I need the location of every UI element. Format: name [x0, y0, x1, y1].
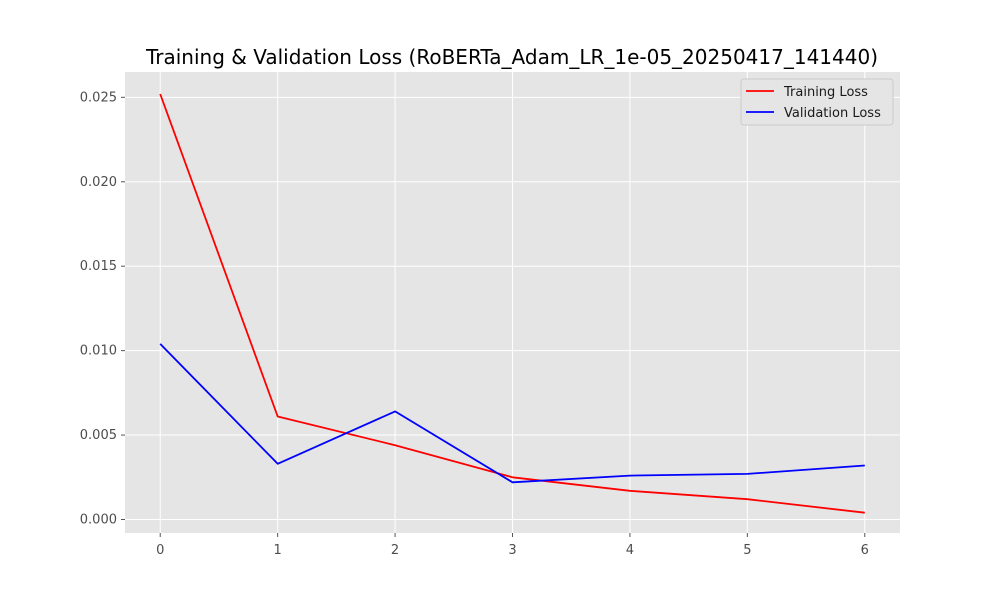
series-lines [159, 93, 865, 514]
legend: Training Loss Validation Loss [740, 78, 894, 126]
y-tick-label: 0.025 [80, 90, 117, 105]
validation-loss-line [159, 343, 865, 484]
x-tick-label: 2 [391, 543, 399, 558]
y-tick-label: 0.020 [80, 175, 117, 190]
x-tick-label: 1 [274, 543, 282, 558]
y-tick-label: 0.015 [80, 259, 117, 274]
chart-title: Training & Validation Loss (RoBERTa_Adam… [145, 45, 878, 69]
x-tick-label: 6 [861, 543, 869, 558]
y-tick-label: 0.010 [80, 344, 117, 359]
legend-label: Training Loss [783, 85, 868, 100]
legend-label: Validation Loss [784, 106, 881, 121]
legend-box [740, 78, 894, 126]
training-loss-line [159, 93, 865, 514]
x-tick-label: 4 [626, 543, 634, 558]
x-tick-label: 5 [743, 543, 751, 558]
y-tick-label: 0.000 [80, 512, 117, 527]
y-tick-label: 0.005 [80, 428, 117, 443]
x-tick-label: 0 [156, 543, 164, 558]
x-tick-label: 3 [508, 543, 516, 558]
axis-ticks: 0.000 0.005 0.010 0.015 0.020 0.025 0 1 2 3 4 5 6 [80, 90, 869, 558]
